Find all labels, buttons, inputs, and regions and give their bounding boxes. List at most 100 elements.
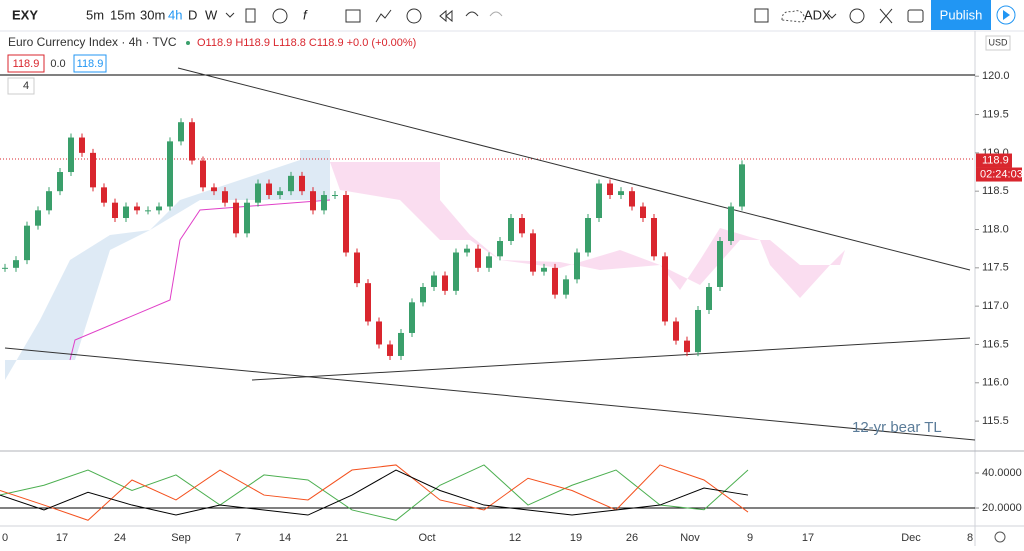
y-tick-label: 118.5 bbox=[982, 185, 1009, 197]
alert-icon[interactable] bbox=[375, 9, 392, 23]
candle bbox=[596, 183, 602, 219]
interval[interactable]: 30m bbox=[140, 7, 165, 22]
x-tick-label: 24 bbox=[114, 532, 126, 544]
candle bbox=[211, 187, 217, 192]
candle bbox=[552, 267, 558, 295]
candle bbox=[607, 183, 613, 196]
candle bbox=[145, 210, 151, 212]
templates-icon[interactable] bbox=[345, 9, 361, 23]
candle bbox=[651, 218, 657, 257]
candle bbox=[431, 275, 437, 287]
indicators-icon[interactable]: f bbox=[303, 7, 308, 22]
publish-label[interactable]: Publish bbox=[940, 7, 983, 22]
candle bbox=[277, 191, 283, 196]
interval-active[interactable]: 4h bbox=[168, 7, 182, 22]
candle bbox=[343, 195, 349, 253]
interval[interactable]: 15m bbox=[110, 7, 135, 22]
y-tick-label: 117.0 bbox=[982, 300, 1009, 312]
candle bbox=[706, 286, 712, 310]
symbol[interactable]: EXY bbox=[12, 7, 38, 22]
candle bbox=[167, 141, 173, 207]
candle bbox=[244, 202, 250, 234]
candle bbox=[464, 248, 470, 253]
chart-type-icon[interactable] bbox=[245, 8, 256, 23]
currency-box bbox=[985, 35, 1011, 51]
trend-line bbox=[4, 347, 976, 441]
play-triangle bbox=[1003, 10, 1010, 20]
countdown: 02:24:03 bbox=[980, 168, 1023, 180]
candle bbox=[695, 309, 701, 353]
interval[interactable]: D bbox=[188, 7, 197, 22]
price-tag-label: 118.9 bbox=[982, 154, 1009, 166]
y-tick-label: 115.5 bbox=[982, 415, 1009, 427]
trend-line bbox=[177, 67, 971, 271]
compare-icon[interactable] bbox=[272, 8, 288, 24]
x-tick-label: 7 bbox=[235, 532, 241, 544]
x-tick-label: 9 bbox=[747, 532, 753, 544]
fullscreen-icon[interactable] bbox=[879, 8, 893, 24]
legend-title: Euro Currency Index · 4h · TVC bbox=[8, 35, 177, 49]
candle bbox=[398, 332, 404, 356]
candle bbox=[629, 191, 635, 207]
candle bbox=[134, 206, 140, 211]
candle bbox=[90, 152, 96, 188]
candle bbox=[266, 183, 272, 196]
x-tick-label: 8 bbox=[967, 532, 973, 544]
candle bbox=[288, 175, 294, 192]
candle bbox=[2, 267, 8, 269]
replay-icon[interactable] bbox=[439, 9, 453, 23]
redo-icon[interactable] bbox=[489, 11, 503, 17]
x-tick-label: 12 bbox=[509, 532, 521, 544]
candle bbox=[442, 275, 448, 291]
settings-icon[interactable] bbox=[994, 531, 1006, 543]
input-value: 0.0 bbox=[50, 58, 65, 70]
settings-icon[interactable] bbox=[849, 8, 865, 24]
play-icon[interactable] bbox=[996, 5, 1016, 25]
clock-icon[interactable] bbox=[406, 8, 422, 24]
x-tick-label: 14 bbox=[279, 532, 291, 544]
candle bbox=[497, 241, 503, 257]
x-tick-label: Sep bbox=[171, 532, 191, 544]
y-tick-label: 118.0 bbox=[982, 223, 1009, 235]
dropdown-icon[interactable] bbox=[225, 12, 235, 18]
candle bbox=[189, 122, 195, 161]
candle bbox=[156, 206, 162, 211]
candle bbox=[486, 256, 492, 268]
candle bbox=[574, 252, 580, 280]
input-box[interactable] bbox=[73, 54, 107, 73]
leading-span bbox=[69, 199, 331, 361]
candle bbox=[409, 302, 415, 333]
x-tick-label: 17 bbox=[802, 532, 814, 544]
collapsed-count[interactable]: 4 bbox=[23, 80, 29, 92]
candle bbox=[79, 137, 85, 153]
candle bbox=[739, 164, 745, 207]
candle bbox=[24, 225, 30, 261]
candle bbox=[233, 202, 239, 234]
candle bbox=[365, 283, 371, 322]
candle bbox=[728, 206, 734, 241]
input-value: 118.9 bbox=[13, 58, 40, 70]
snapshot-icon[interactable] bbox=[907, 9, 924, 23]
indicator-name[interactable]: ADX bbox=[804, 7, 831, 22]
candle bbox=[618, 191, 624, 196]
dropdown-icon[interactable] bbox=[827, 13, 837, 19]
undo-icon[interactable] bbox=[465, 11, 479, 17]
collapse-box[interactable] bbox=[7, 77, 35, 95]
candle bbox=[563, 279, 569, 295]
status-dot bbox=[186, 41, 190, 45]
toolbar-bg bbox=[0, 0, 1024, 31]
indicator-line bbox=[0, 469, 749, 516]
y-tick-label: 40.0000 bbox=[982, 467, 1022, 479]
input-box[interactable] bbox=[7, 54, 45, 73]
annotation: 12-yr bear TL bbox=[852, 419, 942, 436]
interval[interactable]: W bbox=[205, 7, 218, 22]
layout-icon[interactable] bbox=[754, 8, 769, 23]
interval[interactable]: 5m bbox=[86, 7, 104, 22]
candle bbox=[299, 175, 305, 192]
candle bbox=[68, 137, 74, 173]
candle bbox=[684, 340, 690, 353]
candle bbox=[255, 183, 261, 203]
publish-button[interactable] bbox=[931, 0, 991, 30]
x-tick-label: 21 bbox=[336, 532, 348, 544]
input-value: 118.9 bbox=[77, 58, 104, 70]
